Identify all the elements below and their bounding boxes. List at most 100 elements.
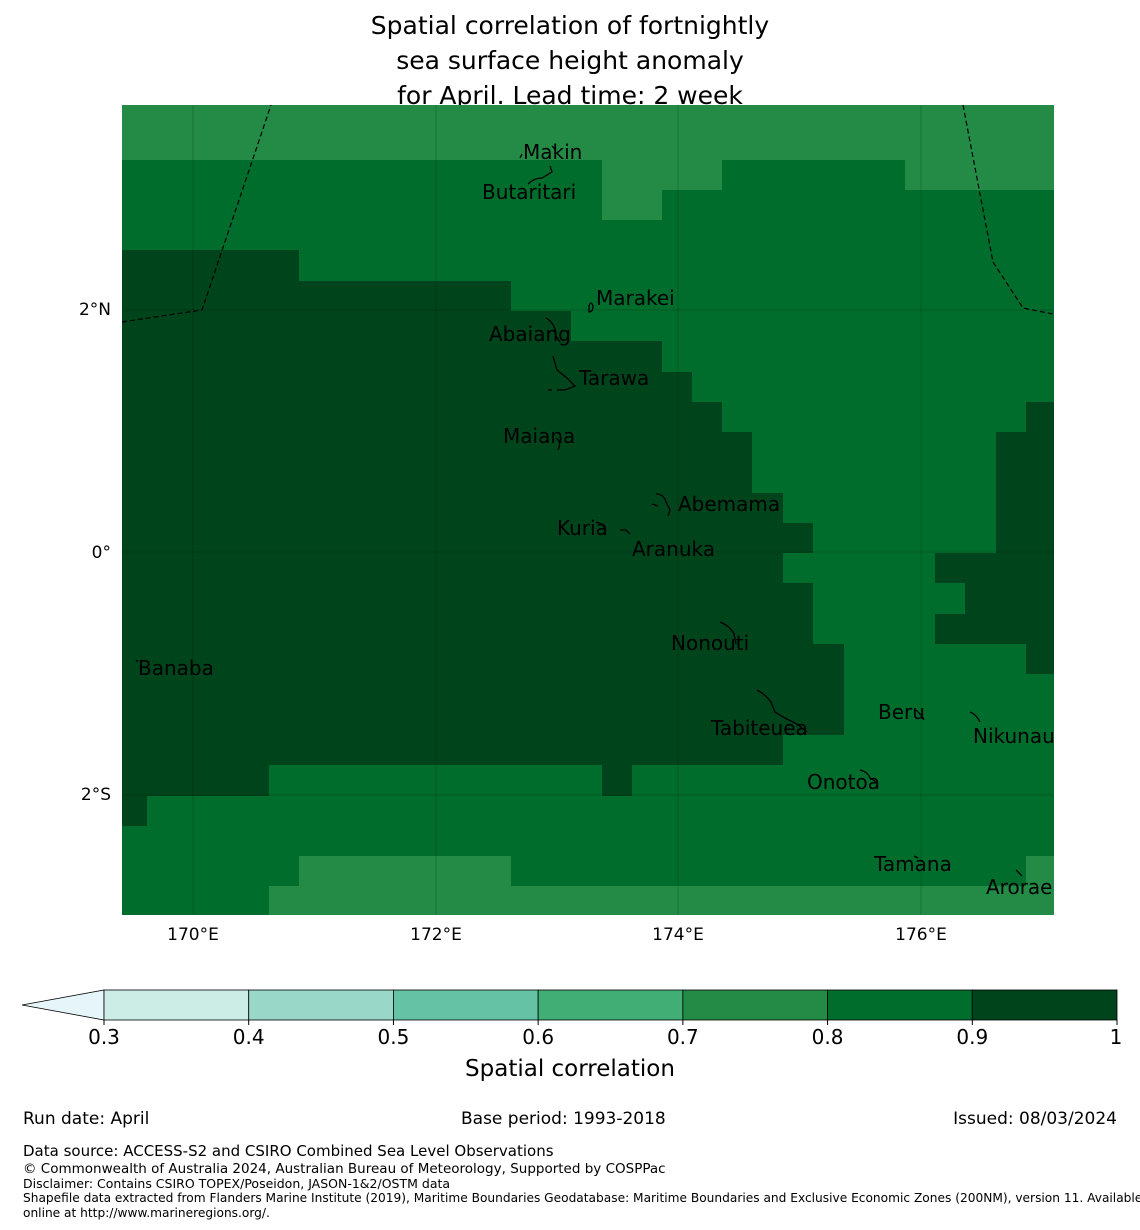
island-shape-abemama	[651, 493, 671, 517]
island-shape-marakei	[588, 302, 594, 313]
grid-cell-21	[1026, 402, 1054, 432]
shapefile-credit-line-2: online at http://www.marineregions.org/.	[23, 1206, 270, 1220]
y-tick-2s: 2°S	[81, 785, 111, 805]
grid-cell-2	[602, 160, 722, 190]
island-label-onotoa: Onotoa	[807, 770, 880, 794]
colorbar-tick-label-4: 0.7	[667, 1025, 699, 1049]
island-label-arorae: Arorae	[986, 875, 1052, 899]
island-label-butaritari: Butaritari	[482, 180, 576, 204]
grid-cell-10	[122, 402, 722, 432]
colorbar-segment-1	[248, 989, 394, 1021]
island-label-marakei: Marakei	[596, 286, 675, 310]
island-label-tamana: Tamana	[873, 852, 952, 876]
colorbar-segment-5	[827, 989, 973, 1021]
base-period: Base period: 1993-2018	[461, 1109, 666, 1129]
colorbar-segment-6	[971, 989, 1118, 1021]
disclaimer: Disclaimer: Contains CSIRO TOPEX/Poseido…	[23, 1176, 451, 1191]
colorbar-segment-2	[393, 989, 539, 1021]
grid-cell-27	[299, 856, 511, 886]
colorbar-ticks: 0.3 0.4 0.5 0.6 0.7 0.8 0.9 1	[88, 1020, 1122, 1049]
colorbar-tick-label-0: 0.3	[88, 1025, 120, 1049]
island-shape-aranuka	[620, 529, 631, 535]
island-labels: Makin Butaritari Marakei Abaiang Tarawa …	[138, 140, 1055, 899]
island-shape-arorae	[1015, 869, 1023, 877]
island-label-banaba: Banaba	[138, 656, 214, 680]
shapefile-credit-line-1: Shapefile data extracted from Flanders M…	[23, 1191, 1140, 1205]
island-shape-kuria	[595, 521, 607, 531]
grid-cell-14	[122, 553, 783, 583]
grid-cell-23	[935, 553, 1054, 583]
data-source: Data source: ACCESS-S2 and CSIRO Combine…	[23, 1142, 554, 1160]
x-tick-174e: 174°E	[652, 925, 704, 945]
eez-boundary-east	[962, 104, 1054, 315]
island-shape-beru	[915, 709, 925, 721]
colorbar-extension-arrow	[21, 989, 105, 1021]
colorbar-label: Spatial correlation	[465, 1056, 675, 1082]
run-date: Run date: April	[23, 1109, 150, 1129]
grid-cell-17	[122, 735, 783, 765]
title-line-2: sea surface height anomaly	[396, 46, 744, 75]
grid-cell-29	[1026, 856, 1054, 886]
colorbar-segment-4	[682, 989, 828, 1021]
y-tick-0: 0°	[92, 543, 111, 563]
eez-boundary	[121, 104, 1054, 323]
colorbar-tick-label-7: 1	[1110, 1025, 1123, 1049]
island-label-kuria: Kuria	[557, 516, 608, 540]
grid-cell-3	[602, 190, 662, 220]
x-tick-172e: 172°E	[410, 925, 462, 945]
grid-cell-19	[122, 796, 147, 826]
chart-title: Spatial correlation of fortnightly sea s…	[0, 8, 1140, 113]
colorbar-segment-3	[537, 989, 684, 1021]
grid-cell-22	[996, 432, 1054, 553]
grid-cell-4	[905, 160, 1054, 190]
island-label-aranuka: Aranuka	[632, 537, 715, 561]
island-shape-butaritari	[527, 165, 553, 185]
grid-cell-9	[122, 372, 692, 402]
colorbar-segments	[103, 989, 1118, 1021]
island-shape-maiana	[555, 437, 561, 451]
colorbar: 0.3 0.4 0.5 0.6 0.7 0.8 0.9 1 Spatial correlati…	[21, 989, 1122, 1082]
island-label-makin: Makin	[523, 140, 582, 164]
title-line-1: Spatial correlation of fortnightly	[370, 11, 770, 40]
x-tick-170e: 170°E	[167, 925, 219, 945]
correlation-grid	[122, 105, 1054, 915]
grid-cell-28	[269, 886, 1054, 915]
y-axis-ticks: 2°N 0° 2°S	[79, 300, 111, 805]
grid-cell-13	[122, 523, 813, 553]
colorbar-tick-label-6: 0.9	[956, 1025, 988, 1049]
eez-boundary-west	[121, 104, 272, 323]
island-label-abaiang: Abaiang	[489, 322, 571, 346]
y-tick-2n: 2°N	[79, 300, 111, 320]
island-shape-nikunau	[969, 711, 981, 723]
grid-cell-25	[935, 614, 1054, 644]
island-label-tarawa: Tarawa	[578, 366, 649, 390]
island-shape-tamana	[913, 855, 919, 859]
island-label-beru: Beru	[878, 700, 925, 724]
grid-cell-7	[122, 311, 571, 341]
copyright: © Commonwealth of Australia 2024, Austra…	[23, 1161, 666, 1177]
island-shape-tarawa	[548, 355, 577, 391]
island-outlines	[135, 145, 1023, 877]
colorbar-segment-0	[103, 989, 250, 1021]
island-shape-onotoa	[859, 769, 877, 783]
x-tick-176e: 176°E	[895, 925, 947, 945]
grid-cell-20	[602, 765, 632, 796]
grid-cell-1	[122, 105, 1054, 160]
grid-cell-6	[122, 281, 511, 311]
grid-cell-5	[122, 250, 299, 281]
x-axis-ticks: 170°E 172°E 174°E 176°E	[167, 925, 947, 945]
island-label-tabiteuea: Tabiteuea	[710, 716, 808, 740]
graticule	[122, 105, 1054, 915]
island-shape-banaba	[135, 659, 139, 663]
grid-cell-12	[122, 493, 783, 523]
grid-cell-24	[965, 583, 1054, 614]
island-shape-nonouti	[719, 621, 737, 645]
island-label-nonouti: Nonouti	[671, 631, 749, 655]
island-shape-makin	[519, 145, 556, 159]
colorbar-tick-label-2: 0.5	[378, 1025, 410, 1049]
colorbar-tick-label-1: 0.4	[233, 1025, 265, 1049]
grid-cell-18	[122, 765, 269, 796]
grid-cell-16	[122, 644, 844, 735]
grid-cell-26	[1026, 644, 1054, 674]
